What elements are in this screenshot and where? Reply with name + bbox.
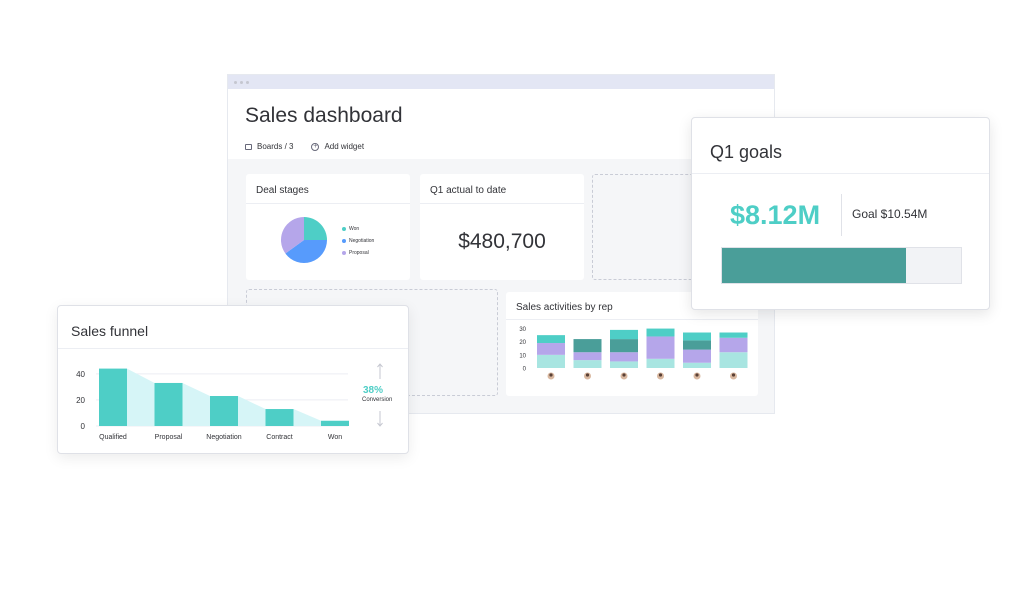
- stacked-bar-segment: [573, 360, 602, 368]
- y-tick-label: 20: [519, 340, 526, 346]
- boards-label: Boards / 3: [257, 142, 294, 151]
- divider: [506, 319, 758, 320]
- x-tick-label: Negotiation: [206, 434, 242, 441]
- y-tick-label: 30: [519, 327, 526, 333]
- pie-slice: [304, 217, 327, 240]
- widget-title: Q1 actual to date: [430, 185, 507, 196]
- stacked-bar-segment: [683, 332, 711, 341]
- window-dot-icon[interactable]: [234, 80, 237, 84]
- rep-avatar-face: [695, 373, 699, 377]
- conversion-arrow-icon: [377, 363, 383, 427]
- funnel-bar: [154, 382, 183, 426]
- rep-avatar-face: [622, 373, 626, 377]
- q1-goal-label: Goal $10.54M: [852, 207, 928, 221]
- page-title: Sales dashboard: [245, 104, 403, 127]
- sales-activities-chart: 0 10 20 30: [519, 327, 748, 380]
- dashboard-header: [228, 89, 774, 159]
- sales-funnel-chart: 0 20 40 Qualified Proposal Negotiation Contrac…: [76, 368, 349, 441]
- add-widget-label: Add widget: [324, 142, 365, 151]
- plus-icon: +: [311, 142, 320, 151]
- divider: [841, 194, 842, 236]
- dashboard-toolbar: Boards / 3 + Add widget: [245, 142, 364, 151]
- x-tick-label: Contract: [266, 434, 293, 441]
- y-tick-label: 40: [76, 370, 85, 379]
- deal-stages-widget[interactable]: Deal stages Won Negotiation Proposal: [246, 174, 410, 280]
- legend-label: Negotiation: [349, 238, 375, 244]
- legend-label: Won: [349, 226, 360, 232]
- sales-funnel-card[interactable]: Sales funnel 0 20 40 Qualified Proposal Negot…: [57, 305, 409, 454]
- stacked-bar-segment: [573, 339, 602, 353]
- stacked-bar-segment: [719, 337, 748, 353]
- funnel-bar: [265, 409, 294, 426]
- goal-progress-bar: [721, 247, 962, 284]
- window-dot-icon[interactable]: [246, 80, 249, 84]
- pie-legend: Won Negotiation Proposal: [342, 223, 374, 259]
- divider: [692, 173, 989, 174]
- stacked-bar-segment: [610, 329, 638, 340]
- x-tick-label: Won: [328, 434, 342, 441]
- stacked-bar-segment: [683, 362, 711, 368]
- pie-slice: [281, 217, 304, 254]
- stacked-bar-segment: [537, 343, 565, 355]
- funnel-bar: [99, 368, 127, 426]
- y-tick-label: 20: [76, 396, 85, 405]
- stacked-bar-segment: [537, 354, 565, 368]
- stacked-bar-segment: [646, 328, 675, 337]
- q1-goals-value: $8.12M: [730, 200, 821, 230]
- q1-actual-widget[interactable]: Q1 actual to date $480,700: [420, 174, 584, 280]
- window-dot-icon[interactable]: [240, 80, 243, 84]
- stacked-bar-segment: [719, 352, 748, 368]
- stacked-bar-segment: [610, 339, 638, 353]
- q1-goals-card[interactable]: Q1 goals $8.12M Goal $10.54M: [691, 117, 990, 310]
- widget-title: Deal stages: [256, 185, 309, 196]
- board-icon: [245, 143, 252, 150]
- funnel-bar: [321, 420, 349, 426]
- widget-title: Q1 goals: [710, 142, 783, 162]
- legend-swatch: [342, 251, 346, 255]
- rep-avatar-face: [549, 373, 553, 377]
- funnel-bar: [210, 396, 238, 426]
- legend-swatch: [342, 239, 346, 243]
- window-titlebar: [228, 75, 774, 89]
- empty-widget-slot[interactable]: [592, 174, 702, 280]
- divider: [246, 203, 410, 204]
- goal-progress-fill: [722, 248, 907, 283]
- conversion-percent: 38%: [363, 385, 384, 396]
- boards-button[interactable]: Boards / 3: [245, 142, 293, 151]
- conversion-label: Conversion: [362, 397, 393, 403]
- stacked-bar-segment: [683, 349, 711, 363]
- widget-title: Sales funnel: [71, 323, 149, 339]
- widget-title: Sales activities by rep: [516, 302, 613, 313]
- x-tick-label: Qualified: [99, 434, 127, 441]
- rep-avatar-face: [585, 373, 590, 377]
- stacked-bar-segment: [573, 352, 602, 361]
- stacked-bar-segment: [683, 340, 711, 350]
- stacked-bar-segment: [646, 336, 675, 359]
- y-tick-label: 0: [81, 422, 86, 431]
- x-tick-label: Proposal: [155, 434, 183, 441]
- sales-activities-widget[interactable]: Sales activities by rep 0 10 20 30: [506, 292, 758, 396]
- legend-item: Negotiation: [342, 235, 374, 247]
- stacked-bar-segment: [537, 335, 565, 344]
- divider: [420, 203, 584, 204]
- legend-swatch: [342, 227, 346, 231]
- legend-item: Proposal: [342, 247, 374, 259]
- divider: [58, 348, 408, 349]
- y-tick-label: 10: [519, 353, 526, 359]
- stacked-bar-segment: [719, 332, 748, 338]
- legend-label: Proposal: [349, 250, 369, 256]
- q1-actual-value: $480,700: [458, 230, 546, 253]
- stacked-bar-segment: [610, 352, 638, 362]
- add-widget-button[interactable]: + Add widget: [311, 142, 364, 151]
- stacked-bar-segment: [646, 358, 675, 368]
- stacked-bar-segment: [610, 361, 638, 368]
- rep-avatar-face: [658, 373, 663, 377]
- legend-item: Won: [342, 223, 374, 235]
- pie-slice: [285, 240, 327, 263]
- deal-stages-pie: [281, 217, 327, 263]
- y-tick-label: 0: [523, 367, 527, 373]
- rep-avatar-face: [731, 373, 736, 377]
